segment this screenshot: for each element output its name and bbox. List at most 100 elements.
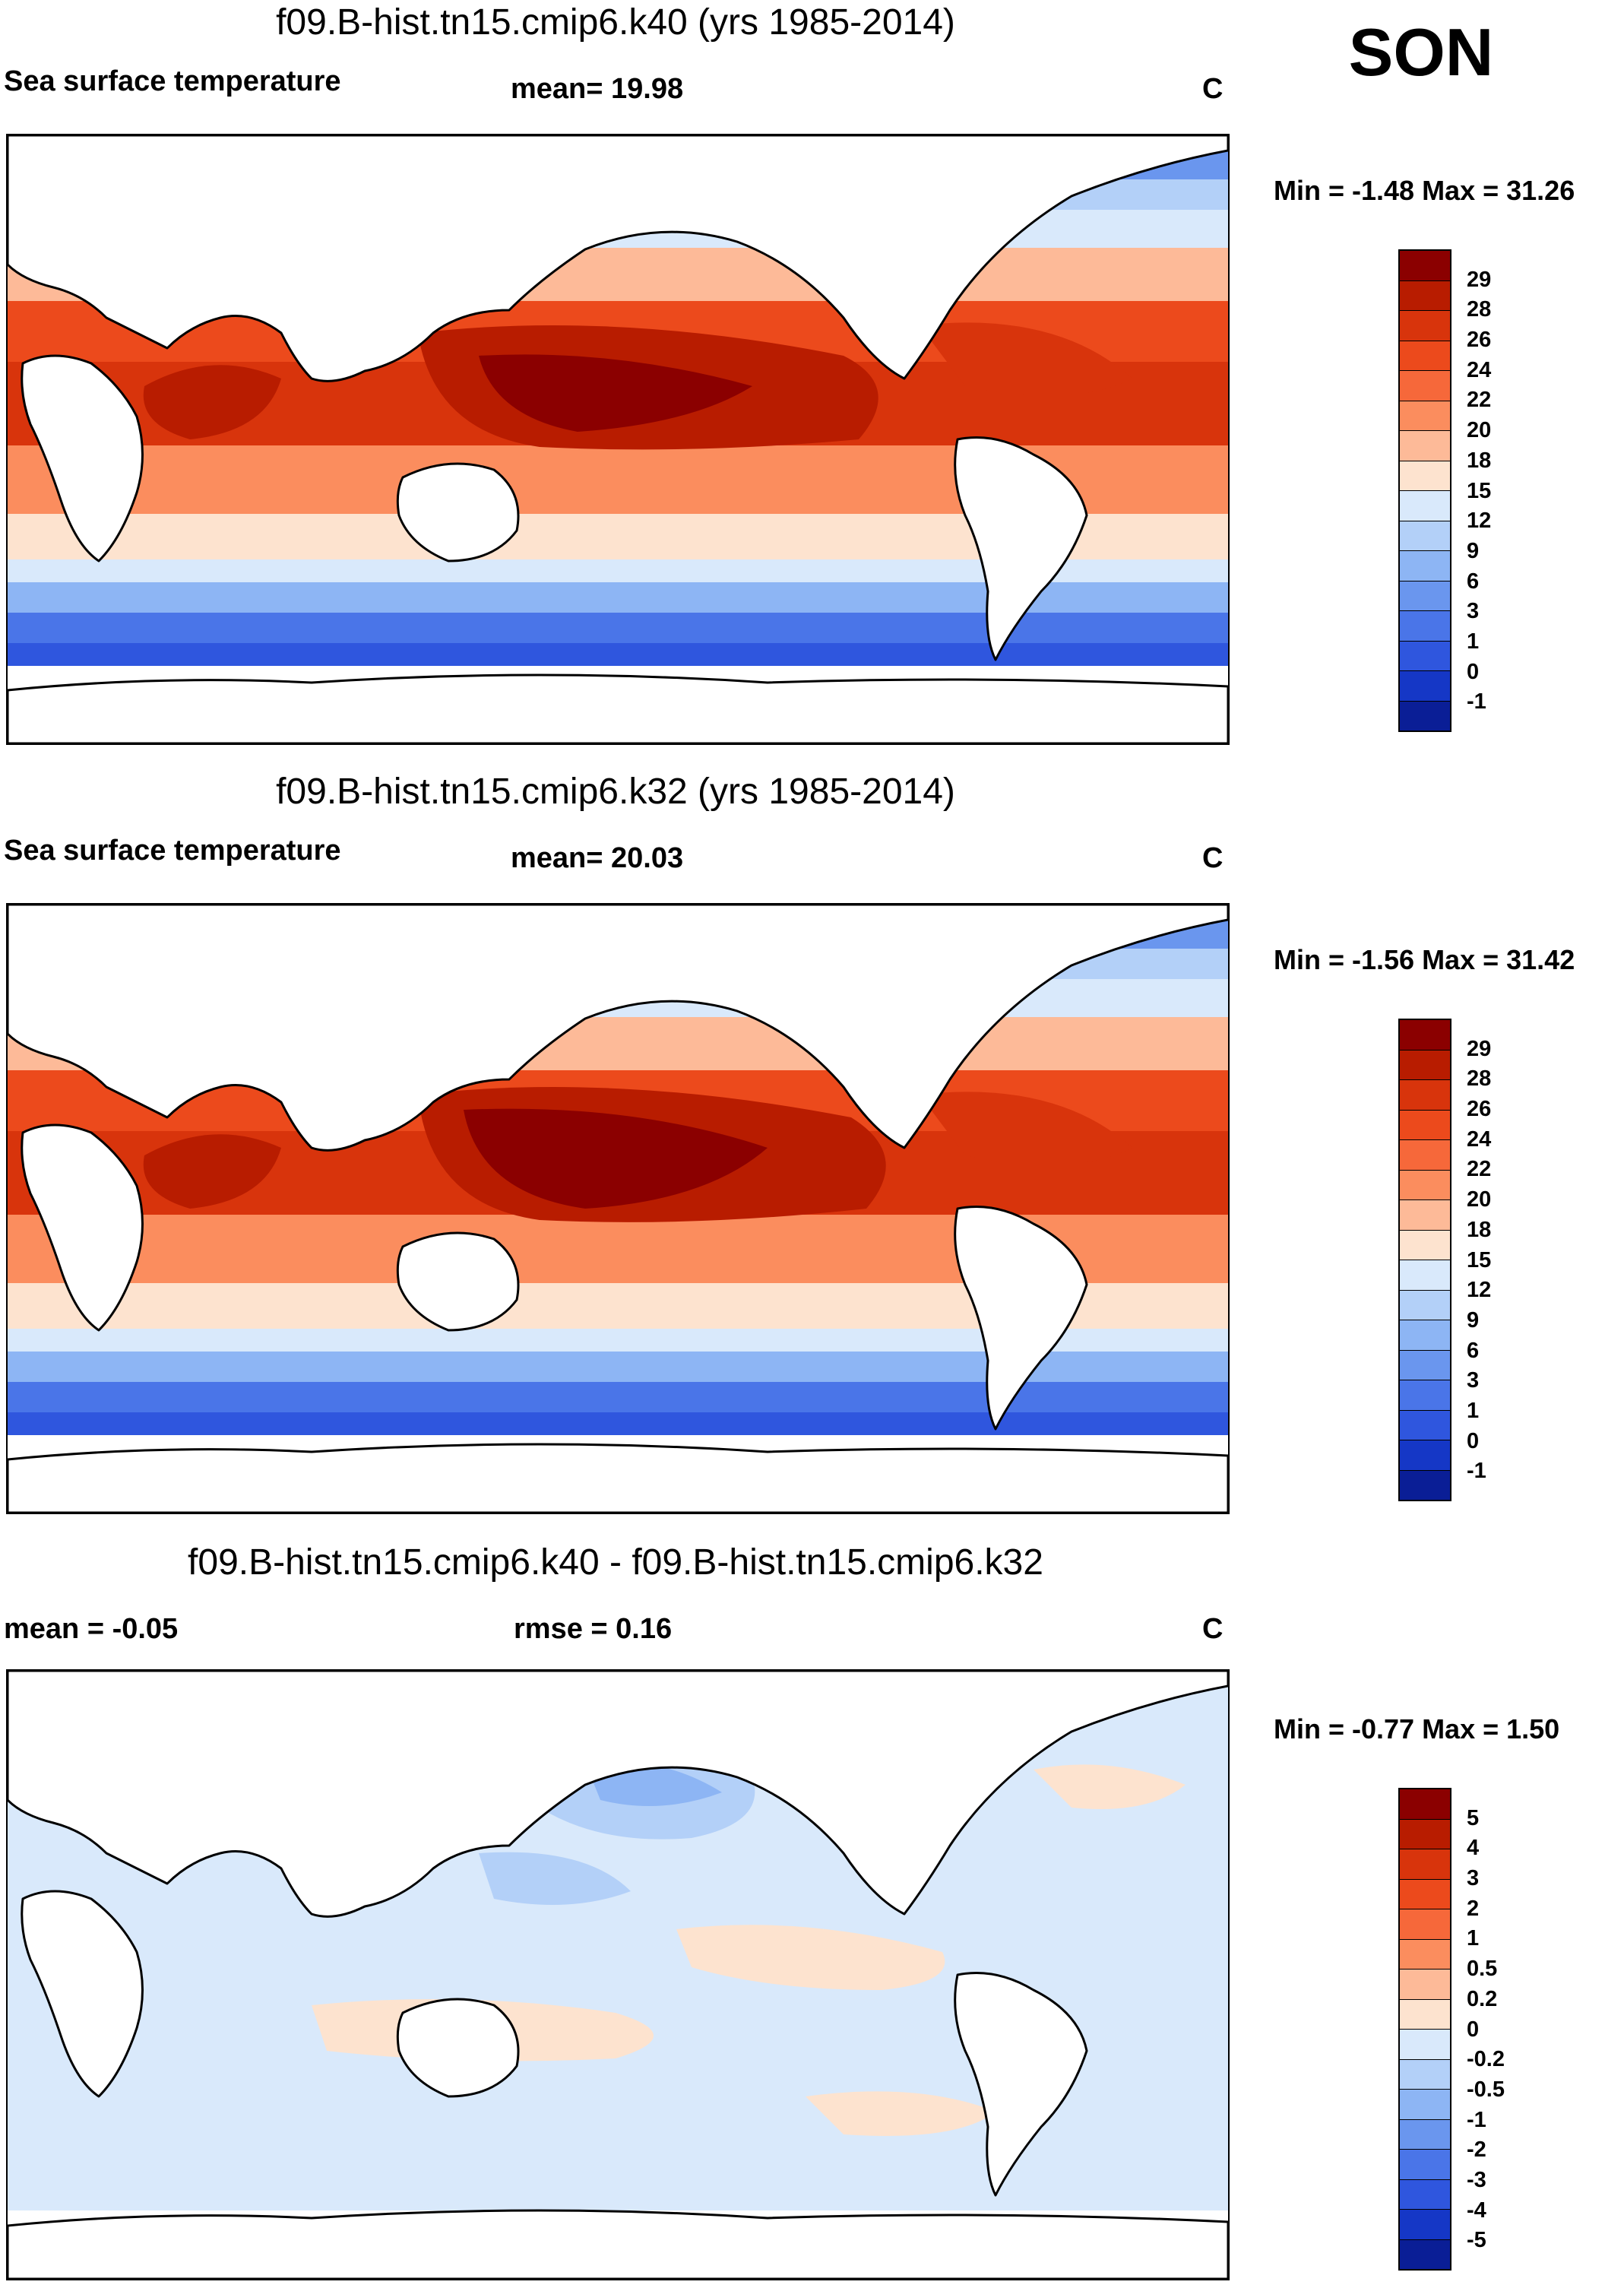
panel-1-map <box>6 134 1230 745</box>
panel-3-colorbar-tick-label: 3 <box>1467 1866 1480 1891</box>
panel-2-colorbar-tick-label: 26 <box>1467 1097 1492 1122</box>
panel-3-colorbar-box <box>1400 1879 1450 1909</box>
panel-2-colorbar-box <box>1400 1230 1450 1260</box>
panel-2-colorbar-tick-label: 1 <box>1467 1398 1480 1423</box>
panel-1-colorbar-tick-label: 9 <box>1467 538 1480 563</box>
panel-2-colorbar-box <box>1400 1110 1450 1140</box>
panel-2-colorbar-tick-label: 18 <box>1467 1217 1492 1242</box>
panel-1-colorbar-box <box>1400 341 1450 371</box>
panel-3-colorbar-tick-label: 4 <box>1467 1836 1480 1861</box>
panel-2-colorbar-box <box>1400 1260 1450 1291</box>
panel-1-colorbar-box <box>1400 521 1450 551</box>
panel-1-colorbar-ticks: 29 28 26 24 22 20 18 15 12 9 6 3 1 0 -1 <box>1467 249 1543 732</box>
panel-2-colorbar-box <box>1400 1080 1450 1111</box>
panel-1-map-svg <box>8 135 1228 743</box>
panel-1-colorbar-box <box>1400 431 1450 461</box>
panel-2-colorbar-box <box>1400 1320 1450 1351</box>
panel-1-colorbar-box <box>1400 371 1450 401</box>
panel-3-units-label: C <box>1202 1613 1224 1645</box>
panel-3-colorbar-tick-label: 0 <box>1467 2017 1480 2042</box>
panel-2-colorbar-box <box>1400 1140 1450 1171</box>
panel-3-colorbar-tick-label: 2 <box>1467 1896 1480 1921</box>
panel-3-colorbar-tick-label: 5 <box>1467 1805 1480 1830</box>
panel-2-variable-label: Sea surface temperature <box>4 835 341 867</box>
panel-1-colorbar-box <box>1400 280 1450 311</box>
panel-1-colorbar-tick-label: 20 <box>1467 418 1492 443</box>
panel-2-colorbar <box>1398 1019 1451 1501</box>
panel-3-colorbar-tick-label: -1 <box>1467 2107 1486 2132</box>
panel-2-colorbar-tick-label: 3 <box>1467 1368 1480 1393</box>
panel-1-colorbar-box <box>1400 551 1450 582</box>
panel-3-colorbar-box <box>1400 1999 1450 2030</box>
panel-1-colorbar-tick-label: 0 <box>1467 659 1480 684</box>
panel-2-colorbar-ticks: 29 28 26 24 22 20 18 15 12 9 6 3 1 0 -1 <box>1467 1019 1543 1501</box>
panel-2-colorbar-box <box>1400 1020 1450 1051</box>
panel-3-colorbar-box <box>1400 1939 1450 1970</box>
panel-1-colorbar-tick-label: 18 <box>1467 448 1492 473</box>
panel-2-colorbar-box <box>1400 1440 1450 1471</box>
panel-3-colorbar <box>1398 1788 1451 2271</box>
panel-2-title: f09.B-hist.tn15.cmip6.k32 (yrs 1985-2014… <box>276 772 955 812</box>
panel-1-colorbar-tick-label: 1 <box>1467 629 1480 654</box>
panel-2-minmax: Min = -1.56 Max = 31.42 <box>1274 944 1575 975</box>
panel-1-colorbar-box <box>1400 671 1450 702</box>
panel-1-variable-label: Sea surface temperature <box>4 65 341 97</box>
panel-3-colorbar-box <box>1400 2090 1450 2120</box>
panel-2-colorbar-box <box>1400 1470 1450 1500</box>
panel-3-colorbar-tick-label: 0.2 <box>1467 1986 1498 2011</box>
panel-1-title: f09.B-hist.tn15.cmip6.k40 (yrs 1985-2014… <box>276 2 955 43</box>
panel-2-colorbar-box <box>1400 1200 1450 1231</box>
panel-1-colorbar-box <box>1400 311 1450 341</box>
panel-3-colorbar-box <box>1400 1909 1450 1940</box>
panel-3-rmse-label: rmse = 0.16 <box>514 1613 673 1645</box>
panel-3-title: f09.B-hist.tn15.cmip6.k40 - f09.B-hist.t… <box>188 1542 1043 1583</box>
panel-3-colorbar-ticks: 5 4 3 2 1 0.5 0.2 0 -0.2 -0.5 -1 -2 -3 -4 -5 <box>1467 1788 1543 2271</box>
panel-3-colorbar-tick-label: -2 <box>1467 2137 1486 2163</box>
panel-1-land-mask <box>8 135 1228 743</box>
panel-1-colorbar-tick-label: 15 <box>1467 478 1492 503</box>
panel-2-map-svg <box>8 905 1228 1513</box>
panel-1-colorbar-box <box>1400 251 1450 281</box>
panel-2-colorbar-tick-label: 22 <box>1467 1157 1492 1182</box>
panel-1-colorbar-tick-label: 3 <box>1467 599 1480 624</box>
panel-3-colorbar-box <box>1400 2119 1450 2150</box>
panel-2-colorbar-tick-label: 0 <box>1467 1428 1480 1453</box>
panel-3-colorbar-box <box>1400 1819 1450 1849</box>
panel-3-colorbar-box <box>1400 1849 1450 1880</box>
panel-2-colorbar-tick-label: 15 <box>1467 1247 1492 1272</box>
panel-1-colorbar-tick-label: 22 <box>1467 388 1492 413</box>
panel-3-map <box>6 1669 1230 2280</box>
panel-3-colorbar-box <box>1400 2179 1450 2210</box>
panel-3-colorbar-box <box>1400 2059 1450 2090</box>
panel-3-minmax: Min = -0.77 Max = 1.50 <box>1274 1713 1560 1745</box>
panel-3-colorbar-box <box>1400 2239 1450 2269</box>
panel-1-colorbar <box>1398 249 1451 732</box>
panel-2-colorbar-tick-label: 24 <box>1467 1127 1492 1152</box>
panel-3-colorbar-box <box>1400 2210 1450 2240</box>
panel-3-colorbar-tick-label: -5 <box>1467 2228 1486 2253</box>
panel-3-map-svg <box>8 1671 1228 2279</box>
panel-3-colorbar-tick-label: 1 <box>1467 1926 1480 1951</box>
panel-1-colorbar-box <box>1400 641 1450 671</box>
panel-1-minmax: Min = -1.48 Max = 31.26 <box>1274 175 1575 206</box>
panel-1-colorbar-tick-label: -1 <box>1467 689 1486 715</box>
panel-2-colorbar-box <box>1400 1290 1450 1320</box>
panel-2-land-mask <box>8 905 1228 1513</box>
panel-2-colorbar-tick-label: 28 <box>1467 1066 1492 1092</box>
panel-1-colorbar-tick-label: 6 <box>1467 569 1480 594</box>
panel-3-colorbar-tick-label: -4 <box>1467 2198 1486 2223</box>
panel-1-colorbar-tick-label: 24 <box>1467 357 1492 382</box>
panel-2-colorbar-tick-label: 6 <box>1467 1338 1480 1363</box>
panel-1-colorbar-box <box>1400 611 1450 642</box>
panel-1-colorbar-box <box>1400 701 1450 730</box>
panel-1-colorbar-tick-label: 28 <box>1467 297 1492 322</box>
panel-3-colorbar-tick-label: 0.5 <box>1467 1957 1498 1982</box>
panel-2-units-label: C <box>1202 842 1224 874</box>
panel-2-colorbar-tick-label: 12 <box>1467 1278 1492 1303</box>
panel-2-colorbar-box <box>1400 1170 1450 1200</box>
season-label: SON <box>1348 14 1494 90</box>
panel-3-mean-label: mean = -0.05 <box>4 1613 179 1645</box>
panel-2-colorbar-tick-label: -1 <box>1467 1459 1486 1484</box>
panel-2-colorbar-tick-label: 9 <box>1467 1307 1480 1333</box>
panel-3-colorbar-box <box>1400 1970 1450 2000</box>
